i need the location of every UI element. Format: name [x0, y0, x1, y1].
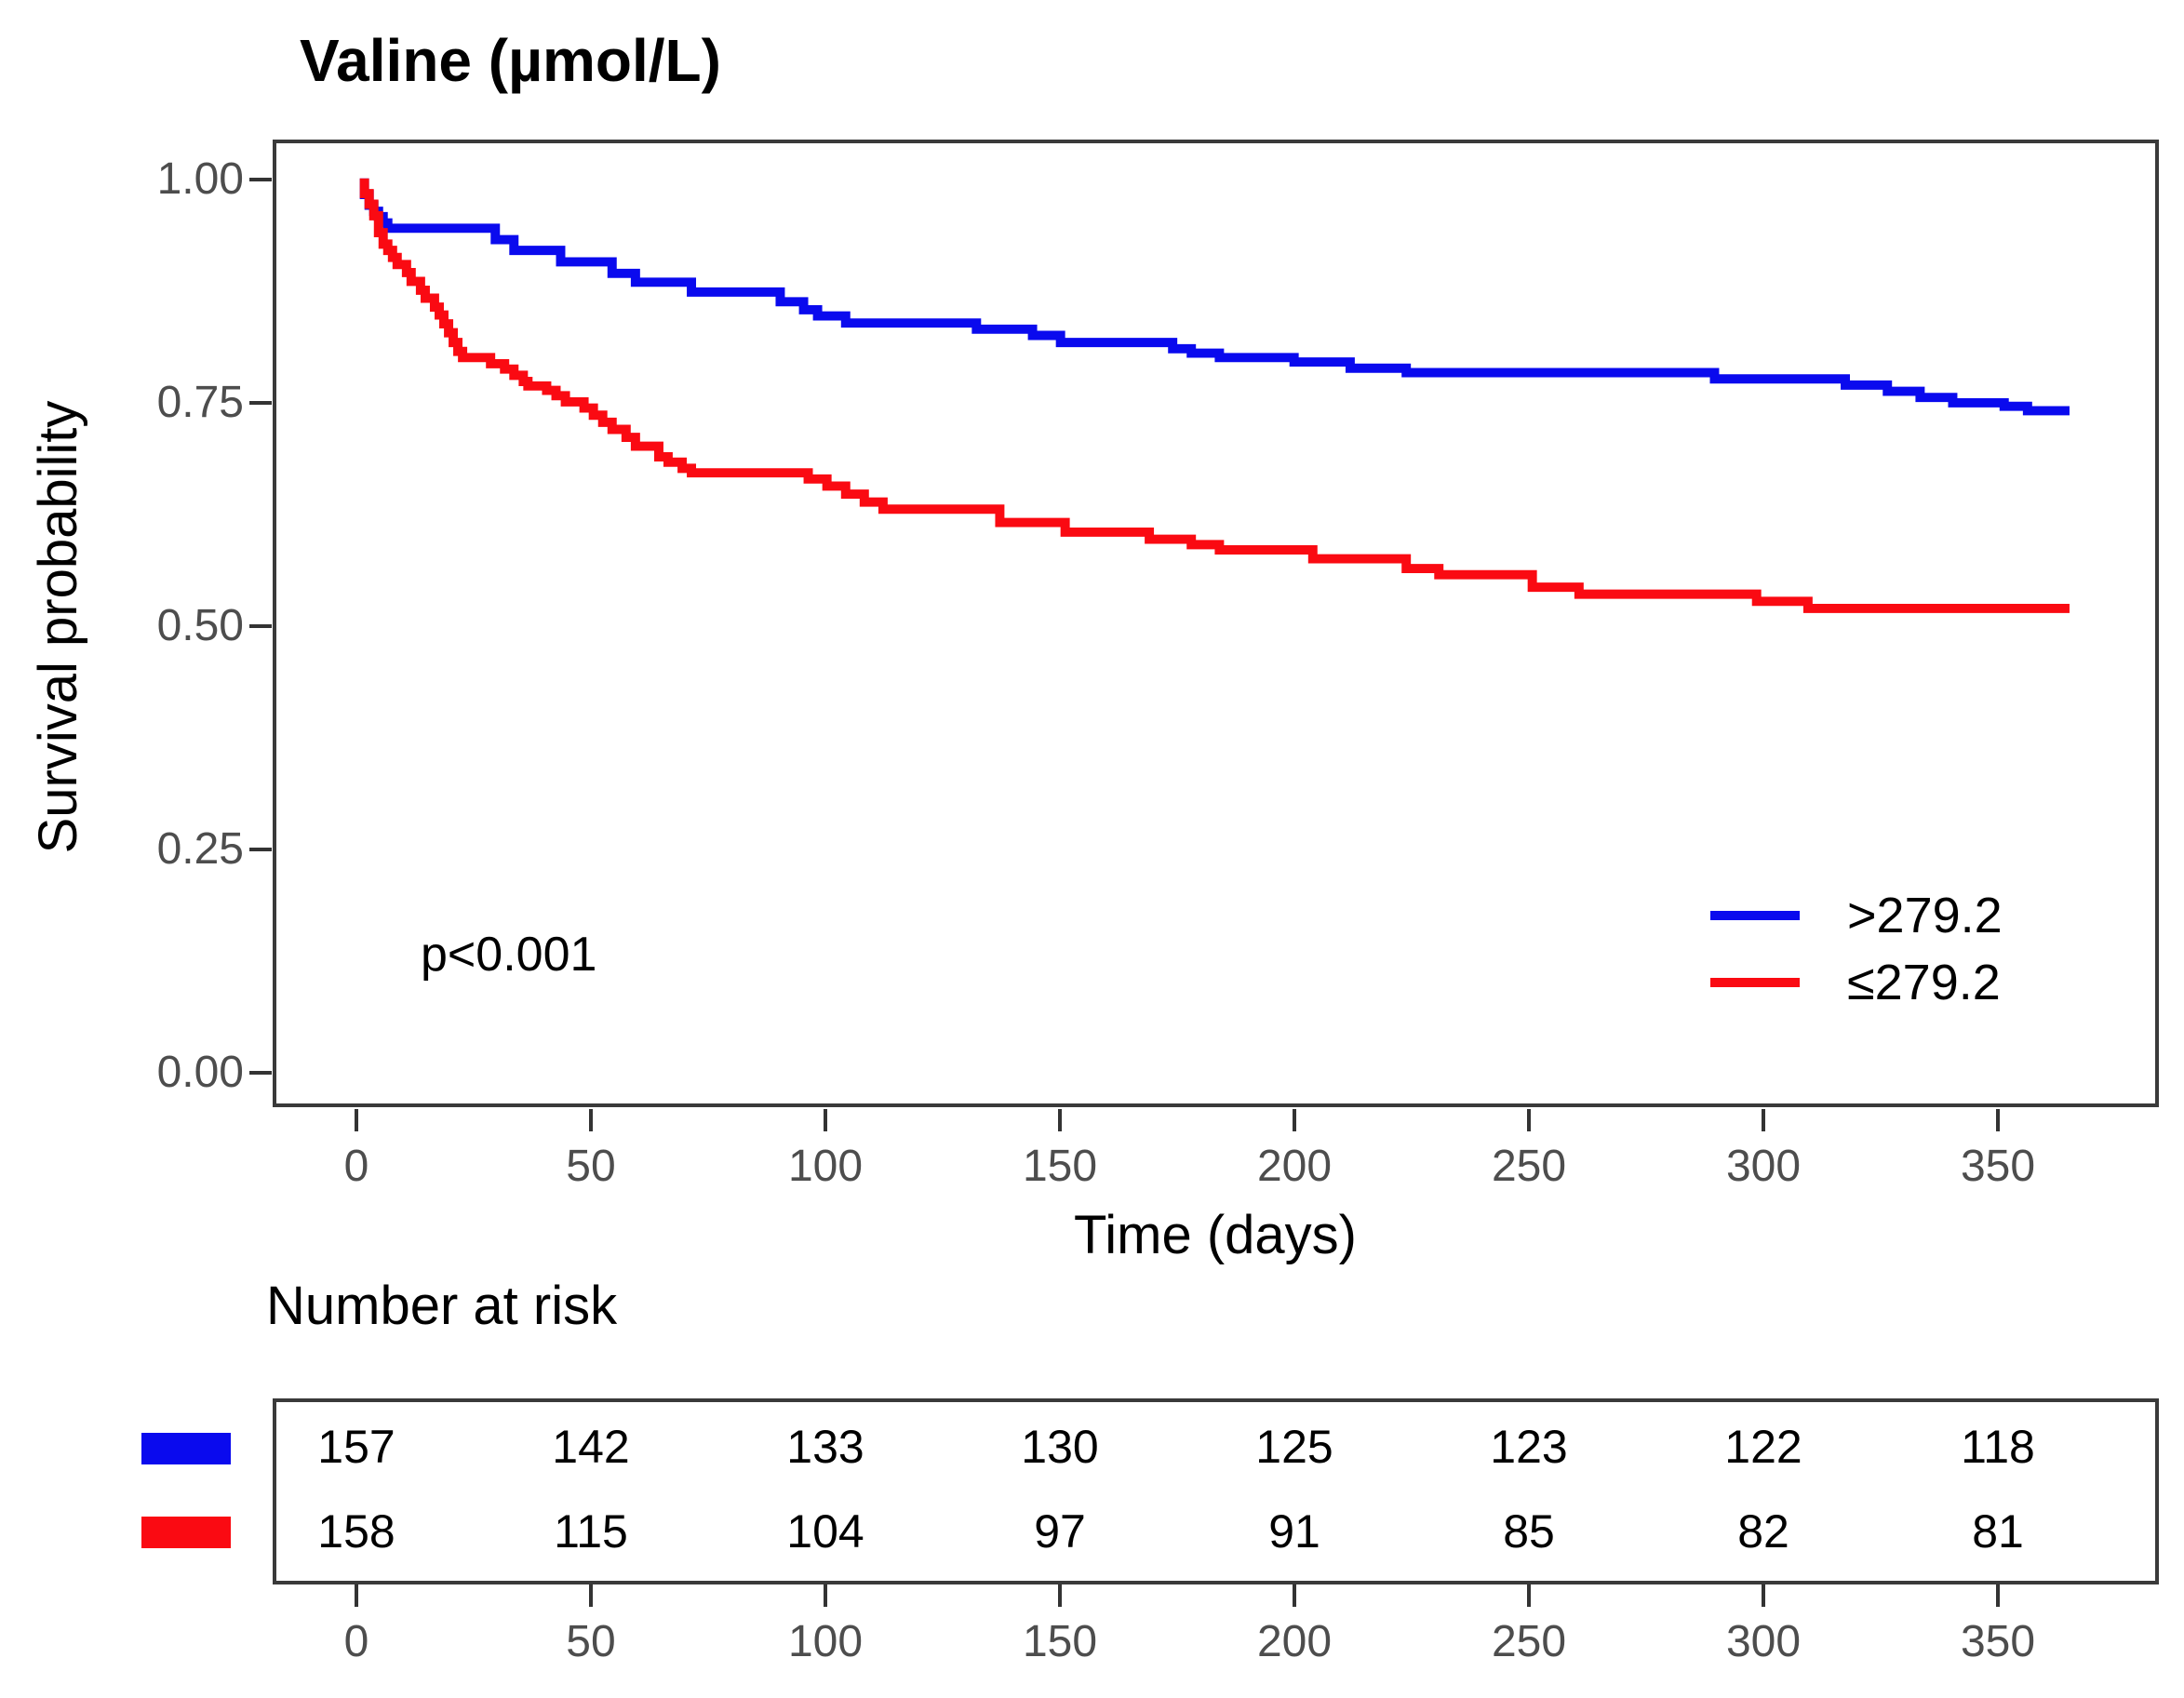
y-tick-mark [249, 401, 272, 405]
risk-table-heading: Number at risk [266, 1276, 618, 1336]
legend-line-blue [1710, 911, 1800, 920]
km-curves-canvas [359, 178, 2070, 613]
risk-tick-mark [1293, 1584, 1296, 1607]
y-tick-mark [249, 624, 272, 628]
x-tick-mark [355, 1109, 358, 1131]
p-value-annotation: p<0.001 [421, 928, 597, 982]
x-tick-mark [824, 1109, 827, 1131]
chart-title: Valine (µmol/L) [300, 27, 721, 94]
x-tick-label: 0 [343, 1142, 369, 1191]
risk-count: 81 [1972, 1505, 2024, 1558]
km-curve-blue [359, 178, 2070, 416]
legend-line-red [1710, 978, 1800, 987]
risk-tick-mark [1527, 1584, 1531, 1607]
x-tick-label: 350 [1960, 1142, 2036, 1191]
x-axis-title: Time (days) [1074, 1205, 1357, 1265]
risk-x-tick-label: 350 [1960, 1617, 2036, 1666]
x-tick-mark [1996, 1109, 2000, 1131]
x-tick-mark [1527, 1109, 1531, 1131]
risk-count: 122 [1724, 1421, 1802, 1473]
risk-x-tick-label: 100 [787, 1617, 864, 1666]
plot-panel [273, 140, 2159, 1107]
risk-count: 130 [1021, 1421, 1099, 1473]
y-tick-label: 0.25 [156, 824, 244, 874]
risk-count: 142 [552, 1421, 630, 1473]
risk-count: 104 [786, 1505, 864, 1558]
risk-count: 118 [1961, 1421, 2035, 1473]
risk-count: 157 [317, 1421, 395, 1473]
y-tick-mark [249, 848, 272, 851]
y-tick-label: 0.50 [156, 601, 244, 650]
x-tick-label: 50 [566, 1142, 616, 1191]
y-tick-label: 1.00 [156, 154, 244, 204]
km-curve-red [359, 178, 2070, 613]
risk-tick-mark [1058, 1584, 1062, 1607]
risk-tick-mark [355, 1584, 358, 1607]
risk-count: 91 [1268, 1505, 1320, 1558]
risk-tick-mark [589, 1584, 593, 1607]
risk-tick-mark [1996, 1584, 2000, 1607]
risk-count: 125 [1255, 1421, 1333, 1473]
x-tick-label: 300 [1725, 1142, 1802, 1191]
risk-count: 123 [1490, 1421, 1568, 1473]
risk-tick-mark [1762, 1584, 1765, 1607]
risk-x-tick-label: 300 [1725, 1617, 1802, 1666]
x-tick-mark [1762, 1109, 1765, 1131]
risk-x-tick-label: 0 [343, 1617, 369, 1666]
legend-label-red: ≤279.2 [1847, 955, 2001, 1010]
x-tick-label: 150 [1022, 1142, 1098, 1191]
legend-label-blue: >279.2 [1847, 888, 2003, 943]
x-tick-mark [1058, 1109, 1062, 1131]
y-tick-label: 0.00 [156, 1048, 244, 1097]
risk-swatch-blue [141, 1433, 231, 1464]
y-tick-mark [249, 178, 272, 181]
risk-x-tick-label: 150 [1022, 1617, 1098, 1666]
risk-tick-mark [824, 1584, 827, 1607]
x-tick-label: 100 [787, 1142, 864, 1191]
risk-x-tick-label: 200 [1256, 1617, 1333, 1666]
risk-count: 133 [786, 1421, 864, 1473]
risk-x-tick-label: 250 [1491, 1617, 1567, 1666]
risk-count: 97 [1034, 1505, 1086, 1558]
risk-table-box [273, 1398, 2159, 1584]
x-tick-mark [589, 1109, 593, 1131]
risk-count: 82 [1737, 1505, 1789, 1558]
risk-x-tick-label: 50 [566, 1617, 616, 1666]
risk-swatch-red [141, 1517, 231, 1548]
risk-count: 85 [1503, 1505, 1555, 1558]
risk-count: 158 [317, 1505, 395, 1558]
x-tick-mark [1293, 1109, 1296, 1131]
x-tick-label: 250 [1491, 1142, 1567, 1191]
risk-count: 115 [554, 1505, 628, 1558]
y-tick-mark [249, 1071, 272, 1075]
y-tick-label: 0.75 [156, 378, 244, 427]
x-tick-label: 200 [1256, 1142, 1333, 1191]
